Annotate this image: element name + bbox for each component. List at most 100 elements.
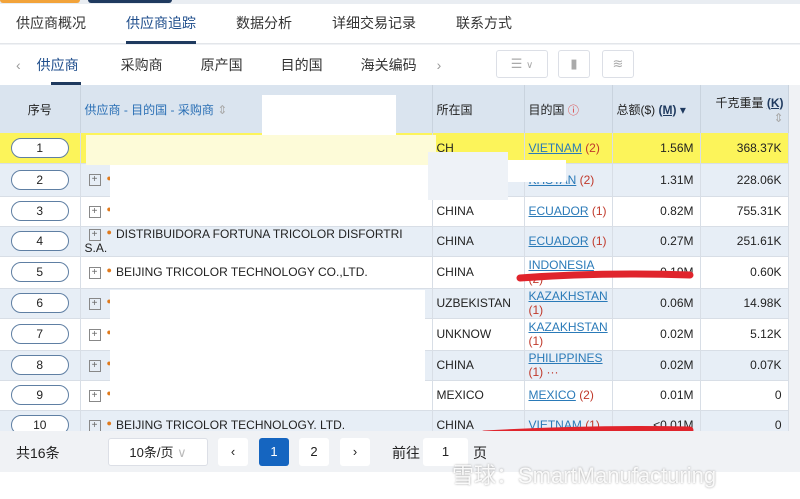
seq-cell: 5	[0, 256, 81, 289]
expand-plus-icon[interactable]: +	[88, 174, 101, 187]
table-row[interactable]: 4 + ● DISTRIBUIDORA FORTUNA TRICOLOR DISFOR…	[0, 226, 789, 257]
layers-button[interactable]: ≋	[602, 50, 634, 78]
status-dot-icon: ●	[106, 418, 112, 428]
destination-count: (2)	[579, 172, 595, 187]
amount-cell: 1.31M	[612, 163, 701, 197]
row-number-button[interactable]: 8	[10, 355, 69, 375]
expand-plus-icon[interactable]: +	[88, 389, 101, 402]
page-1-button[interactable]: 1	[259, 438, 289, 466]
subtab-origin[interactable]: 原产国	[200, 57, 243, 73]
header-weight[interactable]: 千克重量 (K) ⇕	[700, 85, 789, 133]
page-size-select[interactable]: 10条/页 ∨	[108, 438, 208, 466]
destination-link[interactable]: VIETNAM	[528, 140, 582, 155]
prev-page-button[interactable]: ‹	[218, 438, 248, 466]
destination-link[interactable]: KAZAKHSTAN	[528, 320, 608, 334]
row-number-button[interactable]: 2	[10, 169, 69, 190]
supplier-name[interactable]: BEIJING TRICOLOR TECHNOLOGY. LTD.	[115, 418, 346, 432]
status-dot-icon: ●	[107, 173, 112, 183]
subtab-supplier[interactable]: 供应商	[27, 46, 93, 85]
page-2-button[interactable]: 2	[299, 438, 329, 466]
chevron-left-icon: ‹	[230, 444, 236, 459]
destination-link[interactable]: MEXICO	[528, 388, 576, 402]
supplier-name[interactable]: DISTRIBUIDORA FORTUNA TRICOLOR DISFORTRI…	[84, 227, 403, 255]
tab-transaction-records[interactable]: 详细交易记录	[332, 15, 416, 31]
goto-page-input[interactable]: 1	[423, 438, 468, 466]
row-number-button[interactable]: 4	[10, 231, 69, 251]
filter-dropdown-button[interactable]: ☰ ∨	[496, 50, 548, 78]
row-number-button[interactable]: 5	[10, 262, 69, 282]
destination-count: (1)	[591, 234, 607, 248]
weight-cell: 755.31K	[700, 196, 789, 227]
amount-unit-toggle[interactable]: (M)	[658, 102, 677, 117]
status-dot-icon: ●	[107, 296, 112, 306]
row-number-button[interactable]: 9	[10, 385, 69, 405]
header-destination: 目的国 ⓘ	[524, 85, 613, 133]
destination-link[interactable]: PHILIPPINES	[528, 351, 603, 365]
country-cell: UNKNOW	[432, 318, 525, 351]
info-icon[interactable]: ⓘ	[567, 104, 579, 117]
status-dot-icon: ●	[107, 388, 112, 398]
next-page-button[interactable]: ›	[340, 438, 370, 466]
row-number-button[interactable]: 7	[10, 324, 69, 344]
chevron-right-icon: ›	[352, 444, 358, 459]
header-supplier-label: 供应商 - 目的国 - 采购商	[84, 102, 214, 117]
amount-cell: 0.82M	[612, 196, 701, 227]
pagination: 共16条 10条/页 ∨ ‹ 1 2 › 前往 1 页	[0, 431, 800, 471]
bar-chart-button[interactable]: ▮	[558, 50, 590, 78]
expand-plus-icon[interactable]: +	[88, 205, 101, 218]
seq-cell: 8	[0, 350, 81, 381]
sort-desc-icon[interactable]: ▾	[679, 102, 686, 117]
destination-cell: ECUADOR (1)	[524, 226, 613, 257]
expand-plus-icon[interactable]: +	[88, 328, 101, 341]
destination-link[interactable]: ECUADOR	[528, 204, 589, 218]
tab-supplier-overview[interactable]: 供应商概况	[16, 15, 86, 31]
destination-cell: KAZAKHSTAN (1)	[524, 288, 613, 319]
chevron-right-icon[interactable]: ›	[436, 57, 442, 73]
sort-icon[interactable]: ⇕	[773, 110, 784, 125]
tab-contact[interactable]: 联系方式	[456, 15, 512, 31]
weight-unit-toggle[interactable]: (K)	[766, 95, 784, 110]
row-number-button[interactable]: 1	[10, 137, 69, 158]
header-amount[interactable]: 总额($) (M) ▾	[612, 85, 701, 133]
subtab-destination[interactable]: 目的国	[280, 57, 323, 73]
weight-cell: 251.61K	[700, 226, 789, 257]
weight-cell: 5.12K	[700, 318, 789, 351]
goto-label: 前往	[392, 445, 420, 461]
country-cell: UZBEKISTAN	[432, 288, 525, 319]
subtab-hs-code[interactable]: 海关编码	[360, 57, 417, 73]
tab-data-analysis[interactable]: 数据分析	[236, 15, 292, 31]
country-cell: CHINA	[432, 196, 525, 227]
status-dot-icon: ●	[106, 227, 112, 237]
expand-plus-icon[interactable]: +	[88, 297, 101, 310]
status-dot-icon: ●	[107, 358, 112, 368]
sort-icon[interactable]: ⇕	[217, 102, 228, 117]
subtab-buyer[interactable]: 采购商	[120, 57, 163, 73]
seq-cell: 9	[0, 380, 81, 411]
redaction	[110, 290, 425, 400]
destination-link[interactable]: INDONESIA	[528, 258, 594, 272]
supplier-name[interactable]: BEIJING TRICOLOR TECHNOLOGY CO.,LTD.	[115, 265, 368, 279]
weight-cell: 0	[700, 380, 789, 411]
seq-cell: 1	[0, 133, 81, 164]
destination-link[interactable]: ECUADOR	[528, 234, 589, 248]
expand-plus-icon[interactable]: +	[88, 266, 101, 279]
redaction	[110, 165, 430, 220]
amount-cell: 0.01M	[612, 380, 701, 411]
page-size-value: 10条/页	[129, 445, 174, 460]
destination-count: (2)	[579, 388, 594, 402]
destination-cell: KAZAKHSTAN (1)	[524, 318, 613, 351]
chevron-left-icon[interactable]: ‹	[16, 57, 21, 73]
row-number-button[interactable]: 3	[10, 201, 69, 221]
destination-count: (1)	[528, 303, 544, 317]
amount-cell: 0.02M	[612, 318, 701, 351]
redaction	[508, 160, 566, 182]
tab-supplier-tracking[interactable]: 供应商追踪	[110, 4, 212, 44]
destination-link[interactable]: KAZAKHSTAN	[528, 289, 608, 303]
weight-cell: 14.98K	[700, 288, 789, 319]
expand-plus-icon[interactable]: +	[88, 359, 101, 372]
redaction	[86, 135, 436, 165]
seq-cell: 7	[0, 318, 81, 351]
row-number-button[interactable]: 6	[10, 293, 69, 313]
redaction	[428, 152, 508, 200]
